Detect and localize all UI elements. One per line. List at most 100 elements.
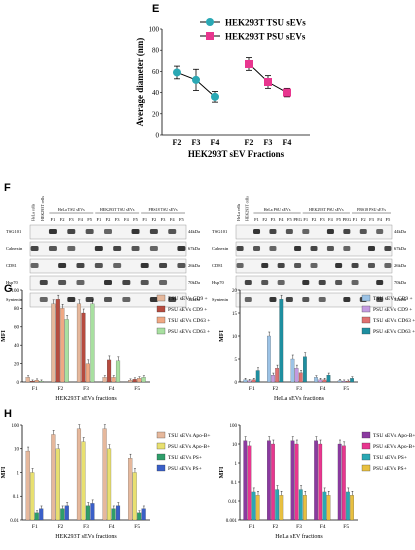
y-tick-label: 20 (14, 362, 20, 367)
y-tick-label: 0 (17, 381, 20, 386)
bar (247, 380, 252, 383)
bar-tsu-sevs-apo-b- (51, 430, 56, 521)
fraction-label: F2 (106, 217, 111, 222)
bar (294, 368, 299, 383)
size-label: 32kDa (394, 297, 406, 302)
blot-band (326, 229, 334, 234)
blot-strip (29, 241, 187, 257)
legend-label: TSU sEVs CD9 + (168, 296, 208, 302)
fraction-label: F4 (124, 217, 130, 222)
blot-band (113, 246, 122, 251)
blot-band (269, 246, 277, 251)
bar-psu-sevs-apo-b- (30, 468, 35, 521)
bar (290, 440, 295, 521)
bar-tsu-sevs-cd9- (76, 299, 82, 383)
blot-band (318, 280, 326, 285)
x-tick-label: F3 (296, 386, 302, 392)
bar-psu-sevs-cd9- (341, 379, 346, 383)
group-label: HEK293T PSU sEVs (309, 207, 344, 212)
bar (326, 495, 331, 521)
bar (81, 441, 86, 521)
bar-psu-sevs-ps- (326, 491, 331, 521)
bar (30, 472, 35, 521)
blot-band (261, 280, 269, 285)
bar (318, 443, 323, 521)
fraction-label: F1 (254, 217, 259, 222)
bar (132, 472, 137, 521)
bar-tsu-sevs-ps- (322, 487, 327, 521)
protein-label: Hsp70 (212, 280, 225, 285)
legend-label: TSU sEVs CD63 + (373, 318, 415, 324)
x-axis-label: HeLa sEVs fractions (274, 395, 325, 402)
protein-label: Hsp70 (6, 280, 19, 285)
bar (55, 299, 60, 383)
bar-psu-sevs-cd9- (55, 295, 60, 383)
y-tick-label: 100 (12, 424, 20, 429)
y-axis-label: Average diameter (nm) (135, 38, 145, 127)
x-tick-label: F4 (211, 138, 220, 147)
blot-band (302, 280, 310, 285)
bar (303, 356, 307, 383)
bar-tsu-sevs-cd63- (322, 378, 327, 383)
bar-tsu-sevs-cd9- (51, 299, 56, 383)
blot-band (244, 280, 252, 285)
protein-label: Calnexin (6, 246, 23, 251)
data-point (283, 88, 291, 97)
bar (141, 377, 146, 383)
bar (247, 445, 252, 521)
bar-tsu-sevs-cd63- (85, 359, 90, 383)
size-label: 70kDa (188, 280, 200, 285)
protein-label: Syntenin (6, 297, 23, 302)
size-label: 26kDa (188, 263, 200, 268)
fraction-label: F3 (161, 217, 167, 222)
x-axis-label: HeLa sEV fractions (275, 533, 323, 540)
legend-swatch (361, 453, 371, 461)
legend-label: HEK293T TSU sEVs (225, 18, 306, 28)
y-tick-label: 60 (152, 68, 160, 76)
x-tick-label: F2 (272, 386, 278, 392)
bar-tsu-sevs-cd9- (25, 375, 30, 383)
bar (337, 443, 342, 521)
fraction-label: F2 (312, 217, 317, 222)
bar-tsu-sevs-cd9- (337, 379, 342, 383)
x-tick-label: F3 (296, 524, 302, 530)
y-tick-label: 5 (235, 358, 238, 363)
x-tick-label: F5 (343, 386, 349, 392)
bar (337, 380, 342, 383)
bar (76, 303, 82, 383)
bar (279, 299, 284, 383)
bar (314, 377, 318, 383)
bar (255, 495, 260, 521)
bar (271, 375, 275, 383)
y-tick-label: 0 (156, 131, 160, 139)
blot-band (351, 263, 359, 268)
legend-label: TSU sEVs PS+ (373, 455, 407, 461)
legend-swatch (361, 316, 371, 324)
blot-band (384, 246, 392, 251)
chart-h-left: 0.01 0.1 1 10 100 MFI F1 F2 F3 F4 F5 HEK293T sEVs f… (1, 424, 211, 540)
x-tick-label: F1 (32, 524, 38, 530)
legend-swatch (361, 431, 371, 439)
x-tick-label: F2 (272, 524, 278, 530)
bar-tsu-sevs-ps- (34, 510, 39, 521)
bar (90, 503, 95, 521)
legend-label: TSU sEVs Apo-B+ (373, 433, 415, 439)
legend-swatch (156, 453, 166, 461)
bar (350, 378, 354, 383)
y-tick-label: 10 (232, 443, 238, 448)
y-tick-label: 60 (14, 326, 20, 331)
blot-band (76, 263, 85, 268)
blot-band (67, 246, 76, 251)
bar-tsu-sevs-cd63- (137, 376, 142, 383)
size-label: 44kDa (188, 229, 200, 234)
blot-band (113, 263, 122, 268)
bar-tsu-sevs-cd9- (314, 375, 318, 383)
group-label: FBS18 TSU sEVs (149, 207, 178, 212)
bar-psu-sevs-apo-b- (81, 437, 86, 521)
fraction-label: F2 (151, 217, 156, 222)
fraction-label: F4 (377, 217, 383, 222)
bar (267, 335, 271, 383)
bar (341, 445, 346, 521)
bar (39, 508, 44, 521)
bar-psu-sevs-cd63- (255, 367, 260, 383)
